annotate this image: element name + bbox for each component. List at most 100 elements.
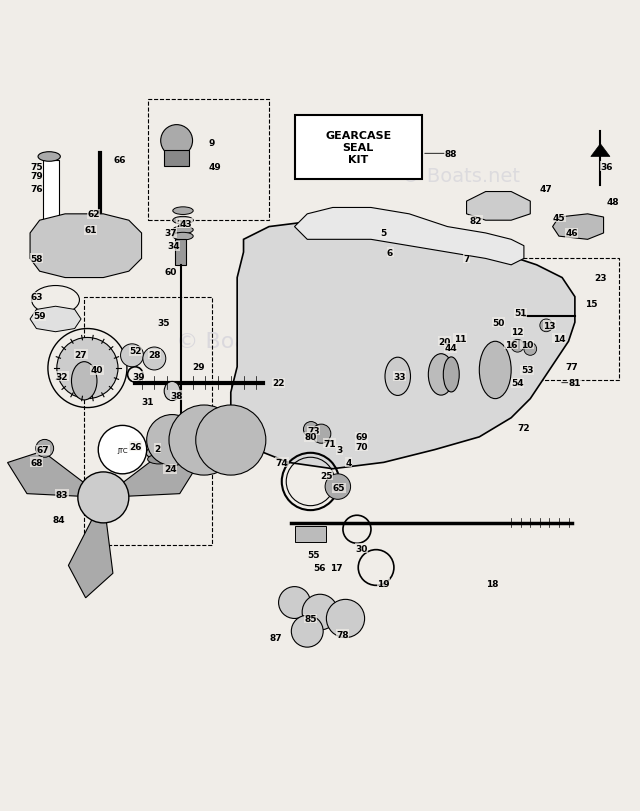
Text: 74: 74 [275,458,288,467]
Text: 50: 50 [492,318,504,328]
Text: 25: 25 [320,471,333,480]
Text: 2: 2 [154,444,161,453]
Circle shape [302,594,338,630]
Text: 7: 7 [463,255,470,264]
Text: 16: 16 [505,341,517,350]
Text: 72: 72 [518,423,530,432]
Text: 54: 54 [511,379,524,388]
Text: 10: 10 [521,341,533,350]
Circle shape [147,415,198,466]
Text: 84: 84 [52,516,65,525]
Ellipse shape [444,358,460,393]
Polygon shape [30,307,81,333]
Text: 75: 75 [30,162,43,171]
Text: 11: 11 [454,334,467,343]
Text: 33: 33 [394,372,406,381]
Text: 43: 43 [180,220,193,229]
Text: 36: 36 [600,162,613,171]
Circle shape [325,474,351,500]
Text: 61: 61 [84,226,97,235]
Circle shape [511,340,524,353]
Text: 85: 85 [304,614,317,623]
Text: 69: 69 [355,433,368,442]
Text: 30: 30 [355,544,367,553]
Ellipse shape [173,226,193,234]
Bar [294,116,422,179]
Text: 1: 1 [568,379,575,388]
Text: 77: 77 [565,363,578,371]
Text: 59: 59 [33,312,46,321]
Text: 19: 19 [378,579,390,588]
Circle shape [524,343,537,356]
Text: 3: 3 [336,445,342,454]
Text: GEARCASE
SEAL
KIT: GEARCASE SEAL KIT [325,131,391,165]
Circle shape [196,406,266,475]
Text: 56: 56 [314,564,326,573]
Circle shape [120,345,143,367]
Text: 26: 26 [129,442,141,452]
Circle shape [278,587,310,619]
Polygon shape [231,221,575,469]
Text: 68: 68 [30,458,43,467]
Text: 76: 76 [30,185,43,194]
Text: 45: 45 [553,213,565,222]
Circle shape [161,126,193,157]
Polygon shape [294,208,524,265]
Text: 49: 49 [209,162,221,171]
Ellipse shape [479,342,511,399]
Circle shape [540,320,552,333]
Circle shape [36,440,54,457]
Text: 46: 46 [565,230,578,238]
Text: 60: 60 [164,268,177,277]
Text: 67: 67 [36,445,49,454]
Text: 51: 51 [515,309,527,318]
Bar [84,298,212,546]
Text: 88: 88 [444,149,457,159]
Polygon shape [8,452,103,498]
Text: 58: 58 [30,255,43,264]
Text: 79: 79 [30,172,43,181]
Circle shape [78,472,129,523]
Text: 22: 22 [273,379,285,388]
Polygon shape [552,215,604,240]
Text: 24: 24 [164,465,177,474]
Text: 73: 73 [307,427,320,436]
Text: 12: 12 [511,328,524,337]
Text: JTC: JTC [117,447,128,453]
Text: 63: 63 [30,293,43,302]
Polygon shape [30,215,141,278]
Text: 80: 80 [304,433,317,442]
Circle shape [326,599,365,637]
Ellipse shape [38,152,60,162]
Text: 6: 6 [387,248,393,257]
Text: 65: 65 [333,483,346,493]
Text: 28: 28 [148,350,161,359]
Text: 81: 81 [568,379,581,388]
Bar [148,100,269,221]
Text: 18: 18 [486,579,499,588]
Text: 31: 31 [141,398,154,407]
Text: 62: 62 [88,210,100,219]
Ellipse shape [72,363,97,401]
Text: 53: 53 [521,366,533,375]
Text: 9: 9 [209,139,215,148]
Ellipse shape [164,382,180,401]
Text: 78: 78 [336,630,349,639]
Ellipse shape [428,354,454,396]
Text: 70: 70 [355,442,367,452]
Circle shape [303,422,319,437]
Polygon shape [68,498,113,598]
Text: 55: 55 [307,551,320,560]
Text: 4: 4 [346,458,352,467]
Text: 27: 27 [75,350,87,359]
Text: 21: 21 [177,220,189,229]
Ellipse shape [146,447,172,460]
Text: 38: 38 [170,392,183,401]
Text: © Boats.net: © Boats.net [175,332,312,352]
Ellipse shape [173,217,193,225]
Text: 14: 14 [553,334,565,343]
Text: 35: 35 [157,318,170,328]
Polygon shape [591,144,610,157]
Circle shape [99,426,147,474]
Ellipse shape [148,455,170,465]
